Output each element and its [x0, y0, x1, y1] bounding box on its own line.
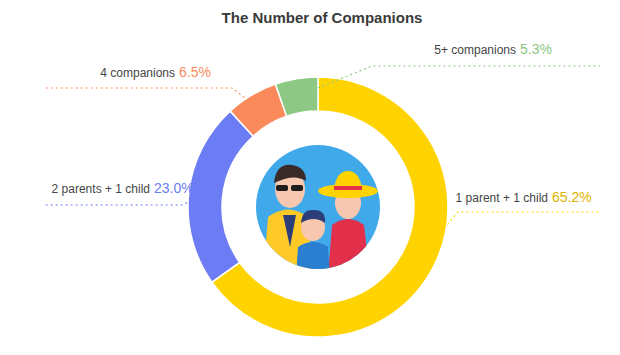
icon-shape [334, 186, 362, 190]
title: The Number of Companions [222, 9, 423, 26]
slice [276, 77, 318, 116]
leader-line [45, 195, 206, 205]
data-label: 5.3% [520, 41, 552, 57]
category-label: 4 companions [100, 66, 175, 80]
chart-svg: The Number of Companions 1 parent + 1 chi… [0, 0, 620, 355]
labels: 1 parent + 1 child 65.2% 2 parents + 1 chi… [45, 41, 600, 259]
icon-figures [263, 165, 378, 277]
icon-shape [328, 219, 370, 277]
icon-shape [283, 215, 296, 247]
leader-line [418, 212, 600, 259]
data-label: 23.0% [154, 180, 194, 196]
leader-line [45, 88, 260, 110]
family-icon [256, 145, 380, 277]
icon-shape [318, 184, 378, 198]
icon-shape [334, 171, 362, 190]
chart-container: The Number of Companions 1 parent + 1 chi… [0, 0, 620, 355]
slice [212, 77, 448, 337]
donut [188, 77, 448, 337]
icon-shape [274, 165, 306, 183]
data-label: 65.2% [552, 189, 592, 205]
icon-shape [276, 185, 288, 191]
slice [188, 111, 253, 282]
category-label: 2 parents + 1 child [52, 182, 150, 196]
category-label: 1 parent + 1 child [456, 191, 548, 205]
icon-shape [291, 185, 303, 191]
category-label: 5+ companions [434, 43, 516, 57]
leader-line [299, 66, 600, 96]
icon-shape [296, 242, 330, 277]
icon-shape [301, 210, 325, 223]
data-label: 6.5% [179, 64, 211, 80]
